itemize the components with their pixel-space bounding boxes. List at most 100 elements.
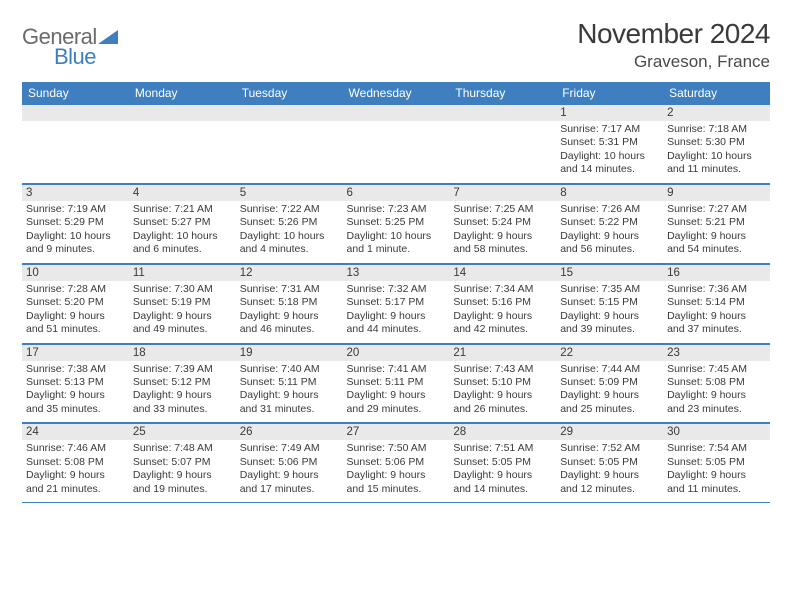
day-info: Sunrise: 7:40 AMSunset: 5:11 PMDaylight:…: [240, 363, 339, 417]
day-info-line: and 15 minutes.: [347, 483, 446, 496]
day-number: 30: [663, 423, 770, 440]
day-info-line: Sunrise: 7:21 AM: [133, 203, 232, 216]
dayname-saturday: Saturday: [663, 82, 770, 104]
day-info: Sunrise: 7:19 AMSunset: 5:29 PMDaylight:…: [26, 203, 125, 257]
day-info-line: Daylight: 9 hours: [667, 389, 766, 402]
day-info-line: and 11 minutes.: [667, 483, 766, 496]
day-number: 11: [129, 264, 236, 281]
day-info: Sunrise: 7:41 AMSunset: 5:11 PMDaylight:…: [347, 363, 446, 417]
day-cell: 18Sunrise: 7:39 AMSunset: 5:12 PMDayligh…: [129, 343, 236, 423]
day-info-line: Sunset: 5:11 PM: [347, 376, 446, 389]
day-number: 6: [343, 184, 450, 201]
dayname-tuesday: Tuesday: [236, 82, 343, 104]
dayname-sunday: Sunday: [22, 82, 129, 104]
day-info-line: and 46 minutes.: [240, 323, 339, 336]
day-info-line: Daylight: 9 hours: [240, 389, 339, 402]
week-row: 24Sunrise: 7:46 AMSunset: 5:08 PMDayligh…: [22, 423, 770, 503]
empty-day-bar: [236, 104, 343, 121]
day-info-line: Sunset: 5:05 PM: [667, 456, 766, 469]
day-info-line: Daylight: 10 hours: [240, 230, 339, 243]
day-cell: 21Sunrise: 7:43 AMSunset: 5:10 PMDayligh…: [449, 343, 556, 423]
day-info-line: and 19 minutes.: [133, 483, 232, 496]
day-info-line: Sunset: 5:30 PM: [667, 136, 766, 149]
day-info-line: Sunset: 5:17 PM: [347, 296, 446, 309]
day-info: Sunrise: 7:18 AMSunset: 5:30 PMDaylight:…: [667, 123, 766, 177]
day-info-line: and 11 minutes.: [667, 163, 766, 176]
day-info: Sunrise: 7:25 AMSunset: 5:24 PMDaylight:…: [453, 203, 552, 257]
day-number: 18: [129, 344, 236, 361]
location-label: Graveson, France: [577, 52, 770, 72]
day-info-line: Daylight: 9 hours: [560, 230, 659, 243]
day-cell: 5Sunrise: 7:22 AMSunset: 5:26 PMDaylight…: [236, 184, 343, 264]
day-info-line: and 44 minutes.: [347, 323, 446, 336]
day-info-line: and 26 minutes.: [453, 403, 552, 416]
day-info: Sunrise: 7:26 AMSunset: 5:22 PMDaylight:…: [560, 203, 659, 257]
day-info: Sunrise: 7:30 AMSunset: 5:19 PMDaylight:…: [133, 283, 232, 337]
day-info: Sunrise: 7:54 AMSunset: 5:05 PMDaylight:…: [667, 442, 766, 496]
day-info-line: Sunrise: 7:26 AM: [560, 203, 659, 216]
day-info-line: Sunrise: 7:54 AM: [667, 442, 766, 455]
day-info-line: and 6 minutes.: [133, 243, 232, 256]
day-number: 20: [343, 344, 450, 361]
day-number: 10: [22, 264, 129, 281]
day-cell: 3 Sunrise: 7:19 AMSunset: 5:29 PMDaylight…: [22, 184, 129, 264]
day-info-line: Sunrise: 7:22 AM: [240, 203, 339, 216]
day-info-line: Daylight: 10 hours: [133, 230, 232, 243]
day-info-line: Daylight: 10 hours: [560, 150, 659, 163]
week-row: 1Sunrise: 7:17 AMSunset: 5:31 PMDaylight…: [22, 104, 770, 184]
empty-day-bar: [129, 104, 236, 121]
day-info-line: Sunset: 5:27 PM: [133, 216, 232, 229]
day-number: 21: [449, 344, 556, 361]
day-info-line: Sunset: 5:20 PM: [26, 296, 125, 309]
day-cell: [449, 104, 556, 184]
day-info: Sunrise: 7:17 AMSunset: 5:31 PMDaylight:…: [560, 123, 659, 177]
day-info-line: Daylight: 9 hours: [26, 310, 125, 323]
day-info: Sunrise: 7:34 AMSunset: 5:16 PMDaylight:…: [453, 283, 552, 337]
day-number: 27: [343, 423, 450, 440]
logo-text-blue: Blue: [54, 44, 96, 69]
day-number: 14: [449, 264, 556, 281]
day-number: 3: [22, 184, 129, 201]
day-info-line: Sunset: 5:21 PM: [667, 216, 766, 229]
day-info-line: and 37 minutes.: [667, 323, 766, 336]
day-info-line: Sunset: 5:14 PM: [667, 296, 766, 309]
day-cell: 24Sunrise: 7:46 AMSunset: 5:08 PMDayligh…: [22, 423, 129, 503]
day-number: 2: [663, 104, 770, 121]
day-number: 17: [22, 344, 129, 361]
day-cell: 8Sunrise: 7:26 AMSunset: 5:22 PMDaylight…: [556, 184, 663, 264]
day-info-line: and 58 minutes.: [453, 243, 552, 256]
day-info: Sunrise: 7:32 AMSunset: 5:17 PMDaylight:…: [347, 283, 446, 337]
day-number: 9: [663, 184, 770, 201]
day-cell: 6Sunrise: 7:23 AMSunset: 5:25 PMDaylight…: [343, 184, 450, 264]
day-cell: 13Sunrise: 7:32 AMSunset: 5:17 PMDayligh…: [343, 263, 450, 343]
day-info-line: Daylight: 9 hours: [453, 469, 552, 482]
day-info-line: Sunrise: 7:30 AM: [133, 283, 232, 296]
day-info-line: and 23 minutes.: [667, 403, 766, 416]
day-info-line: Sunset: 5:12 PM: [133, 376, 232, 389]
day-info: Sunrise: 7:45 AMSunset: 5:08 PMDaylight:…: [667, 363, 766, 417]
day-info-line: Daylight: 9 hours: [347, 310, 446, 323]
week-row: 17Sunrise: 7:38 AMSunset: 5:13 PMDayligh…: [22, 343, 770, 423]
day-info-line: Sunset: 5:10 PM: [453, 376, 552, 389]
day-number: 22: [556, 344, 663, 361]
day-cell: 29Sunrise: 7:52 AMSunset: 5:05 PMDayligh…: [556, 423, 663, 503]
day-cell: 28Sunrise: 7:51 AMSunset: 5:05 PMDayligh…: [449, 423, 556, 503]
title-block: November 2024 Graveson, France: [577, 18, 770, 72]
week-row: 3 Sunrise: 7:19 AMSunset: 5:29 PMDaylight…: [22, 184, 770, 264]
day-info-line: Daylight: 9 hours: [347, 389, 446, 402]
day-info-line: Sunset: 5:25 PM: [347, 216, 446, 229]
day-cell: 26Sunrise: 7:49 AMSunset: 5:06 PMDayligh…: [236, 423, 343, 503]
day-info-line: Sunrise: 7:23 AM: [347, 203, 446, 216]
day-info-line: and 42 minutes.: [453, 323, 552, 336]
day-info-line: Daylight: 9 hours: [667, 310, 766, 323]
day-info-line: Sunrise: 7:27 AM: [667, 203, 766, 216]
day-number: 15: [556, 264, 663, 281]
dayname-monday: Monday: [129, 82, 236, 104]
day-info: Sunrise: 7:52 AMSunset: 5:05 PMDaylight:…: [560, 442, 659, 496]
day-info-line: and 31 minutes.: [240, 403, 339, 416]
day-info-line: Sunrise: 7:40 AM: [240, 363, 339, 376]
day-number: 12: [236, 264, 343, 281]
day-info-line: Sunrise: 7:48 AM: [133, 442, 232, 455]
day-info: Sunrise: 7:28 AMSunset: 5:20 PMDaylight:…: [26, 283, 125, 337]
day-cell: 14 Sunrise: 7:34 AMSunset: 5:16 PMDayligh…: [449, 263, 556, 343]
